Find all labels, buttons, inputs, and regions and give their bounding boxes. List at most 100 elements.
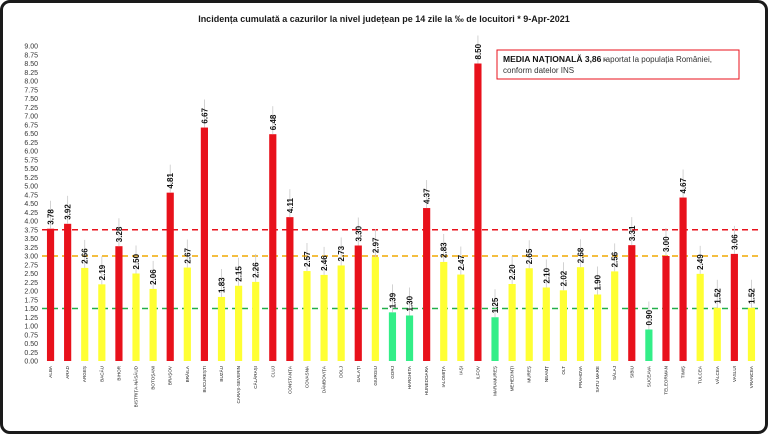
- value-label: 2.68: [577, 247, 586, 263]
- y-tick-label: 4.75: [24, 192, 38, 199]
- value-label: 2.67: [183, 247, 192, 263]
- category-label: TULCEA: [698, 365, 703, 384]
- value-label: 2.65: [525, 248, 534, 264]
- category-label: ALBA: [48, 365, 53, 378]
- category-label: ILFOV: [475, 365, 480, 379]
- value-label: 2.57: [303, 251, 312, 267]
- y-tick-label: 2.00: [24, 289, 38, 296]
- y-tick-label: 7.50: [24, 96, 38, 103]
- value-label: 2.56: [611, 251, 620, 267]
- bar: [628, 245, 636, 361]
- note-line2: conform datelor INS: [503, 66, 574, 75]
- value-label: 2.15: [235, 266, 244, 282]
- category-label: CONSTANȚA: [287, 365, 292, 394]
- category-label: BUZĂU: [218, 366, 224, 382]
- category-label: CLUJ: [270, 366, 275, 378]
- category-label: MUREȘ: [527, 366, 532, 383]
- bar: [200, 127, 208, 361]
- y-tick-label: 6.50: [24, 131, 38, 138]
- category-label: VRANCEA: [749, 365, 754, 388]
- value-label: 2.73: [337, 245, 346, 261]
- value-label: 2.49: [696, 254, 705, 270]
- bar: [457, 274, 465, 361]
- category-label: HARGHITA: [407, 365, 412, 389]
- chart-title: Incidența cumulată a cazurilor la nivel …: [198, 14, 570, 24]
- category-label: VÂLCEA: [714, 365, 720, 384]
- category-label: SUCEAVA: [646, 365, 651, 387]
- bar: [542, 287, 550, 361]
- y-tick-label: 5.25: [24, 175, 38, 182]
- value-label: 1.39: [388, 292, 397, 308]
- value-label: 2.50: [132, 253, 141, 269]
- note-box: [496, 49, 740, 80]
- category-label: VASLUI: [732, 366, 737, 382]
- category-label: BIHOR: [116, 365, 121, 380]
- value-label: 3.30: [354, 225, 363, 241]
- y-tick-label: 7.25: [24, 105, 38, 112]
- value-label: 6.67: [200, 107, 209, 123]
- category-label: TIMIȘ: [681, 366, 686, 378]
- bar: [98, 284, 106, 361]
- y-axis: 0.00 0.25 0.50 0.751.00 1.25 1.50 1.752.00 2.25…: [24, 44, 38, 366]
- bar: [730, 253, 738, 361]
- bar: [508, 284, 516, 361]
- value-label: 2.97: [371, 237, 380, 253]
- bar: [183, 267, 191, 361]
- bar: [440, 261, 448, 361]
- bar: [662, 256, 670, 361]
- national-average-note: MEDIA NAȚIONALĂ 3,86 - raportat la popul…: [496, 49, 740, 80]
- bar: [423, 208, 431, 361]
- y-tick-label: 9.00: [24, 44, 38, 51]
- bar: [713, 307, 721, 361]
- value-label: 4.67: [679, 177, 688, 193]
- bar: [371, 257, 379, 361]
- bar: [576, 267, 585, 361]
- y-tick-label: 2.75: [24, 262, 38, 269]
- category-label: DOLJ: [339, 366, 344, 378]
- y-tick-label: 8.75: [24, 52, 38, 59]
- category-label: GALAȚI: [356, 366, 361, 382]
- category-label: BOTOȘANI: [151, 366, 156, 390]
- y-tick-label: 1.25: [24, 315, 38, 322]
- bar: [388, 312, 397, 361]
- y-tick-label: 1.50: [24, 306, 38, 313]
- bar: [252, 281, 260, 361]
- value-label: 3.78: [47, 209, 56, 225]
- category-label: BACĂU: [98, 366, 104, 382]
- category-label: DÂMBOVIȚA: [321, 365, 327, 393]
- category-label: GIURGIU: [373, 366, 378, 386]
- bar: [354, 245, 362, 361]
- y-tick-label: 8.00: [24, 79, 38, 86]
- category-label: MEHEDINȚI: [510, 366, 515, 391]
- category-label: CĂLĂRAȘI: [252, 366, 258, 389]
- bar: [303, 271, 311, 361]
- y-tick-label: 3.50: [24, 236, 38, 243]
- y-tick-label: 3.25: [24, 245, 38, 252]
- bar: [611, 271, 619, 361]
- bar: [115, 246, 123, 361]
- bar: [594, 294, 602, 361]
- value-label: 2.47: [457, 254, 466, 270]
- bar: [696, 273, 704, 361]
- category-label: ARGEȘ: [82, 366, 87, 382]
- category-label: BRAȘOV: [168, 365, 173, 385]
- category-label: GORJ: [390, 366, 395, 379]
- bar: [132, 273, 140, 361]
- category-label: PRAHOVA: [578, 365, 583, 388]
- category-label: BRĂILA: [184, 365, 190, 382]
- value-label: 2.26: [252, 262, 261, 278]
- value-label: 2.02: [559, 270, 568, 286]
- category-label: IALOMIȚA: [441, 365, 446, 387]
- y-tick-label: 6.75: [24, 122, 38, 129]
- category-label: MARAMUREȘ: [493, 366, 498, 396]
- bar: [269, 134, 277, 361]
- value-label: 1.52: [747, 288, 756, 304]
- y-tick-label: 5.75: [24, 157, 38, 164]
- bars: 3.78 ALBA 3.92 ARAD 2.66 ARGEȘ 2.19 BACĂU 3.28 BI…: [47, 35, 756, 407]
- y-tick-label: 4.50: [24, 201, 38, 208]
- bar: [474, 63, 482, 361]
- bar: [679, 197, 687, 361]
- value-label: 3.06: [730, 234, 739, 250]
- value-label: 4.81: [166, 173, 175, 189]
